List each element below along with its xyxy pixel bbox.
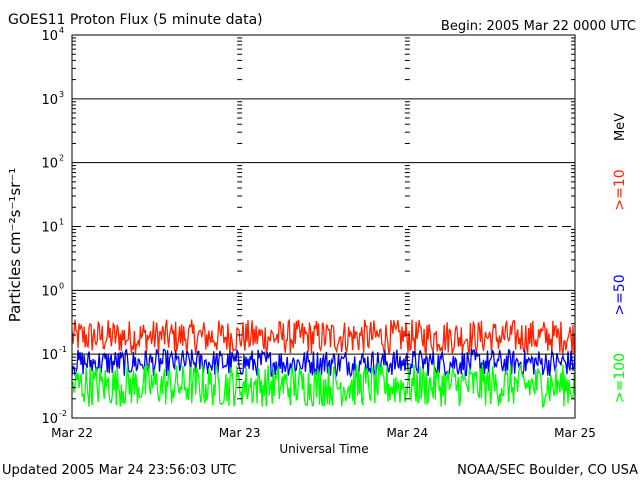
legend: MeV >=10 >=50 >=100 bbox=[612, 113, 628, 403]
y-tick-base: 10 bbox=[41, 348, 58, 363]
y-tick-label: 10 1 bbox=[41, 218, 64, 236]
grid-group bbox=[72, 37, 575, 400]
y-tick-label: 10 -2 bbox=[41, 409, 67, 427]
y-tick-exp: -2 bbox=[59, 409, 67, 418]
y-tick-base: 10 bbox=[41, 157, 58, 172]
y-tick-exp: -1 bbox=[59, 345, 67, 354]
x-tick-labels: Mar 22 Mar 23 Mar 24 Mar 25 bbox=[51, 426, 596, 440]
y-tick-label: 10 0 bbox=[41, 281, 64, 299]
y-tick-base: 10 bbox=[41, 284, 58, 299]
y-tick-exp: 4 bbox=[59, 26, 64, 35]
y-tick-base: 10 bbox=[41, 93, 58, 108]
updated-time: Updated 2005 Mar 24 23:56:03 UTC bbox=[2, 463, 236, 478]
legend-entry-3: >=100 bbox=[612, 353, 628, 403]
begin-time: Begin: 2005 Mar 22 0000 UTC bbox=[441, 19, 636, 34]
y-tick-label: 10 4 bbox=[41, 26, 64, 44]
series-line-3 bbox=[71, 362, 576, 408]
x-tick-label: Mar 22 bbox=[51, 426, 93, 440]
y-tick-exp: 1 bbox=[59, 218, 64, 227]
y-tick-exp: 2 bbox=[59, 154, 64, 163]
y-tick-label: 10 3 bbox=[41, 90, 64, 108]
series-line-2 bbox=[71, 348, 576, 378]
y-tick-base: 10 bbox=[41, 412, 58, 427]
series-group bbox=[71, 318, 576, 408]
x-tick-label: Mar 25 bbox=[554, 426, 596, 440]
y-tick-base: 10 bbox=[41, 221, 58, 236]
legend-entry-2: >=50 bbox=[612, 274, 628, 315]
series-line-1 bbox=[71, 318, 576, 355]
y-axis-label: Particles cm⁻²s⁻¹sr⁻¹ bbox=[6, 168, 24, 322]
y-tick-base: 10 bbox=[41, 29, 58, 44]
y-tick-label: 10 2 bbox=[41, 154, 64, 172]
x-tick-label: Mar 23 bbox=[219, 426, 261, 440]
chart-title: GOES11 Proton Flux (5 minute data) bbox=[8, 12, 263, 28]
legend-unit: MeV bbox=[613, 113, 628, 141]
plot-frame bbox=[71, 34, 576, 419]
x-tick-label: Mar 24 bbox=[386, 426, 428, 440]
y-tick-exp: 0 bbox=[59, 281, 64, 290]
credit: NOAA/SEC Boulder, CO USA bbox=[457, 463, 638, 478]
y-tick-exp: 3 bbox=[59, 90, 64, 99]
legend-entry-1: >=10 bbox=[612, 169, 628, 210]
x-axis-label: Universal Time bbox=[279, 442, 368, 456]
y-tick-label: 10 -1 bbox=[41, 345, 67, 363]
